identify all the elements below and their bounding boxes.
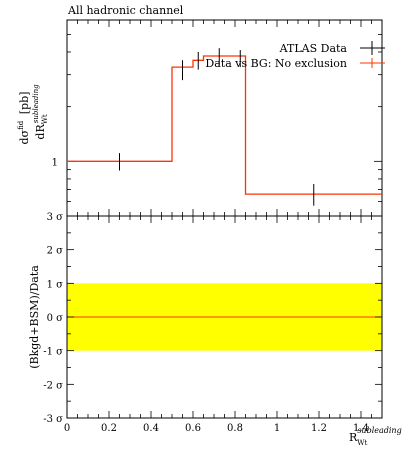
ratio-ytick-label: -3 σ [43,414,63,425]
chart-title: All hadronic channel [67,4,184,17]
svg-text:dRWtsubleading: dRWtsubleading [32,84,49,140]
xlabel-subleading-sup: subleading [357,426,401,435]
ratio-ytick-label: 3 σ [47,212,64,223]
ratio-xtick-label: 0.6 [185,423,201,434]
legend-label-atlas-data: ATLAS Data [279,42,348,55]
ratio-xtick-label: 0 [64,423,70,434]
bg-histogram-line [67,55,382,195]
ratio-ytick-labels: 3 σ 2 σ 1 σ 0 σ -1 σ -2 σ -3 σ [43,212,63,425]
xlabel: RWt subleading [349,426,402,447]
svg-text:RWtsubleading: RWt subleading [349,426,402,447]
main-ytick-label: 1 [52,157,58,168]
ylabel-fid: fid [17,120,25,130]
main-series-layer [67,48,382,206]
ylabel-wt-sub: Wt [41,114,49,124]
main-panel: All hadronic channel dσfid [pb] dRWtsubl… [13,4,385,217]
xlabel-wt-sub: Wt [357,439,367,447]
ratio-xtick-label: 0.8 [227,423,243,434]
main-ylabel-denominator: dRWtsubleading [32,84,49,140]
ratio-xtick-label: 0.2 [101,423,117,434]
ylabel-unit: [pb] [18,92,31,115]
ratio-ticks [66,215,383,419]
ratio-xtick-labels: 0 0.2 0.4 0.6 0.8 1 1.2 1.4 [64,423,369,434]
ratio-ytick-label: -1 σ [43,347,63,358]
ylabel-dsigma: dσ [18,129,31,144]
main-ylabel: dσfid [pb] [13,92,31,145]
ratio-ytick-label: 2 σ [47,246,64,257]
legend-marker-bg [360,58,385,68]
legend: ATLAS Data Data vs BG: No exclusion [205,41,385,70]
ratio-ytick-label: 1 σ [47,279,64,290]
ratio-ytick-label: -2 σ [43,380,63,391]
legend-label-bg: Data vs BG: No exclusion [205,57,347,70]
ratio-xtick-label: 1.4 [353,423,369,434]
ratio-xtick-label: 0.4 [143,423,159,434]
ylabel-subleading-sup: subleading [32,84,40,123]
ylabel-dR: dR [34,124,47,140]
ratio-xtick-label: 1.2 [311,423,327,434]
ratio-xtick-label: 1 [274,423,280,434]
main-ticks [66,19,383,217]
ratio-ylabel: (Bkgd+BSM)/Data [28,265,41,369]
ratio-panel: 3 σ 2 σ 1 σ 0 σ -1 σ -2 σ -3 σ 0 0.2 0.4 0.6 0.8 1 1… [28,212,402,447]
xlabel-R: R [349,431,358,444]
legend-marker-atlas-data [360,41,385,55]
ratio-ytick-label: 0 σ [47,313,64,324]
svg-text:(Bkgd+BSM)/Data: (Bkgd+BSM)/Data [28,265,41,369]
svg-text:dσfid [pb]: dσfid [pb] [13,92,31,145]
